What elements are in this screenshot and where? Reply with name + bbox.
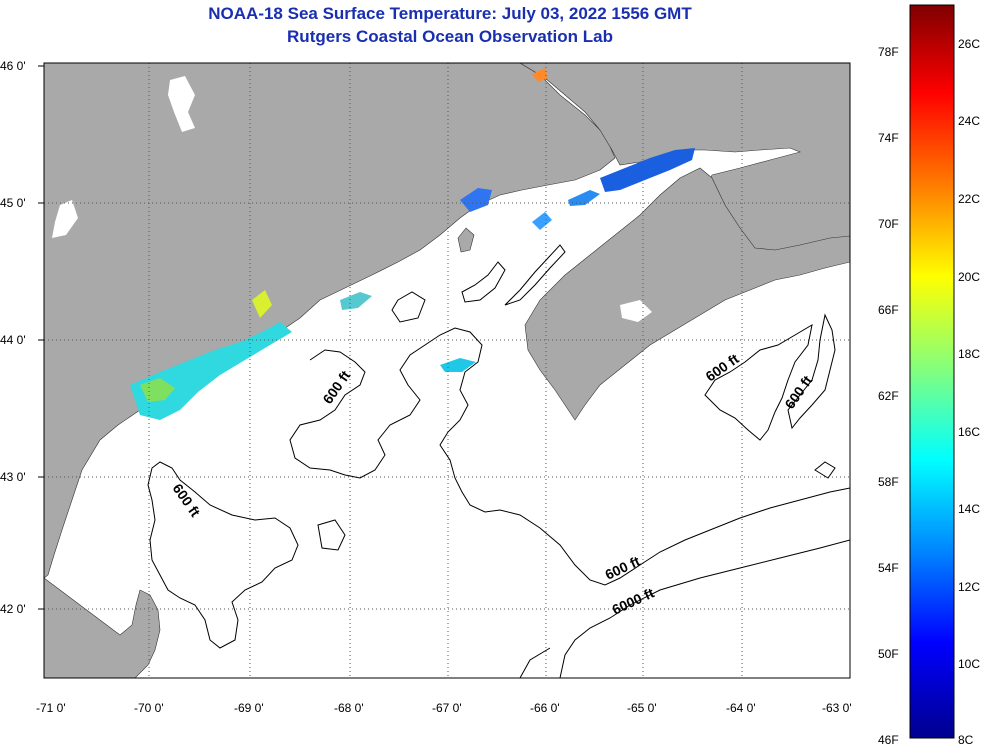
contour-600ft-east-shelf: [814, 461, 836, 479]
colorbar-f-label: 62F: [878, 389, 899, 403]
colorbar-c-label: 20C: [958, 270, 980, 284]
colorbar-c-label: 22C: [958, 192, 980, 206]
map-border: [43, 62, 851, 679]
cloud-patch: [52, 200, 78, 238]
colorbar-fahrenheit-labels: 78F 74F 70F 66F 62F 58F 54F 50F 46F: [878, 45, 899, 747]
colorbar: [909, 4, 955, 739]
nova-scotia-land: [524, 167, 850, 421]
graticule: [44, 63, 850, 678]
colorbar-f-label: 50F: [878, 647, 899, 661]
colorbar-f-label: 58F: [878, 475, 899, 489]
sst-patch-grand-manan: [532, 212, 552, 230]
lat-axis: 46 0' 45 0' 44 0' 43 0' 42 0': [0, 59, 44, 616]
colorbar-c-label: 8C: [958, 733, 974, 747]
cloud-patch: [168, 76, 195, 132]
map-subtitle: Rutgers Coastal Ocean Observation Lab: [287, 27, 613, 46]
contour-600ft-scotian-1: [704, 324, 813, 441]
lon-tick-label: -67 0': [432, 701, 462, 715]
colorbar-c-label: 18C: [958, 347, 980, 361]
lon-tick-label: -63 0': [822, 701, 852, 715]
sst-patch-passamaquoddy: [460, 188, 492, 212]
map-title: NOAA-18 Sea Surface Temperature: July 03…: [208, 4, 692, 23]
contour-6000ft: [519, 647, 551, 678]
sst-patch-coastal-maine: [130, 322, 292, 420]
colorbar-c-label: 24C: [958, 114, 980, 128]
contour-600ft-small-bank: [391, 291, 426, 323]
colorbar-f-label: 66F: [878, 303, 899, 317]
lon-tick-label: -70 0': [134, 701, 164, 715]
bathymetry-contours: [147, 244, 850, 678]
colorbar-f-label: 74F: [878, 131, 899, 145]
contour-600ft-gulf-west: [147, 461, 299, 649]
lon-axis: -71 0' -70 0' -69 0' -68 0' -67 0' -66 0…: [36, 701, 852, 715]
lat-tick-label: 45 0': [0, 196, 26, 210]
lon-tick-label: -64 0': [726, 701, 756, 715]
contour-600ft-georges: [559, 539, 850, 678]
colorbar-c-label: 10C: [958, 657, 980, 671]
lat-tick-label: 42 0': [0, 602, 26, 616]
cape-cod-land: [44, 577, 161, 678]
contour-600ft-bay-ridge: [461, 261, 506, 303]
sst-patch-warm-inland: [532, 68, 548, 82]
cloud-patch: [620, 300, 652, 322]
colorbar-c-label: 12C: [958, 580, 980, 594]
mainland-land: [44, 63, 616, 579]
colorbar-celsius-labels: 26C 24C 22C 20C 18C 16C 14C 12C 10C 8C: [958, 37, 980, 747]
lat-tick-label: 44 0': [0, 333, 26, 347]
sst-patch-gulf: [440, 358, 476, 372]
sst-patch-coastal-maine: [340, 292, 372, 310]
colorbar-c-label: 26C: [958, 37, 980, 51]
lat-tick-label: 46 0': [0, 59, 26, 73]
contour-600ft-jordan: [289, 327, 850, 586]
lat-tick-label: 43 0': [0, 470, 26, 484]
colorbar-f-label: 54F: [878, 561, 899, 575]
sst-patch-bay-of-fundy: [568, 190, 600, 206]
contour-600ft-scotian-2: [787, 313, 836, 430]
sst-patch-bay-of-fundy: [600, 148, 695, 192]
lon-tick-label: -66 0': [530, 701, 560, 715]
contour-600ft-mid: [317, 519, 346, 551]
colorbar-f-label: 70F: [878, 217, 899, 231]
grand-manan-land: [457, 227, 475, 253]
contour-600ft-dipping: [504, 244, 566, 306]
lon-tick-label: -68 0': [334, 701, 364, 715]
lon-tick-label: -69 0': [234, 701, 264, 715]
sst-patch-coastal-maine: [252, 290, 272, 318]
colorbar-c-label: 14C: [958, 502, 980, 516]
colorbar-f-label: 46F: [878, 733, 899, 747]
colorbar-f-label: 78F: [878, 45, 899, 59]
lon-tick-label: -65 0': [627, 701, 657, 715]
lon-tick-label: -71 0': [36, 701, 66, 715]
colorbar-c-label: 16C: [958, 425, 980, 439]
